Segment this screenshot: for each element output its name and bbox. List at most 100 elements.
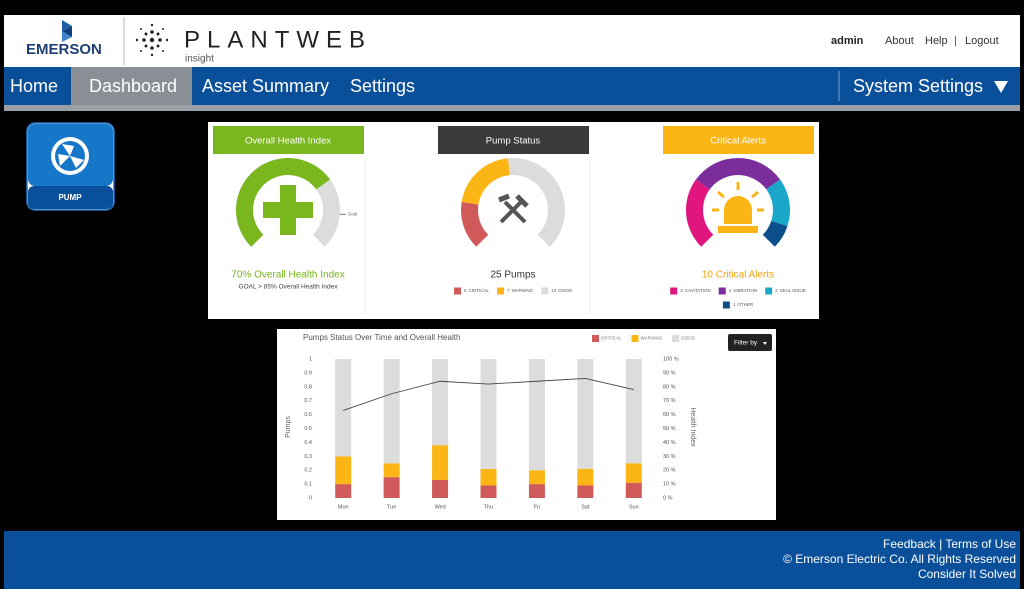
bar-segment xyxy=(480,485,497,498)
y-tick-label: 0.2 xyxy=(304,468,312,474)
icon-dot xyxy=(144,32,148,36)
siren-icon xyxy=(718,226,758,233)
footer xyxy=(4,531,1020,589)
y-tick-label: 0.7 xyxy=(304,398,312,404)
icon-dot xyxy=(156,32,160,36)
filter-button[interactable] xyxy=(728,334,772,351)
gauge-segment xyxy=(686,179,714,247)
card-header xyxy=(213,126,364,154)
plantweb-icon xyxy=(135,23,169,57)
gauge-segment xyxy=(695,157,781,190)
about-link[interactable]: About xyxy=(885,35,914,47)
icon-dot xyxy=(140,28,142,30)
chart-title: Pumps Status Over Time and Overall Healt… xyxy=(303,333,460,342)
help-link[interactable]: Help xyxy=(925,35,948,47)
y2-tick-label: 60 % xyxy=(663,412,676,418)
icon-dot xyxy=(158,38,162,42)
bar-segment xyxy=(480,359,497,469)
y-axis-label: Pumps xyxy=(285,416,292,438)
header xyxy=(4,15,1020,67)
nav-item[interactable]: Home xyxy=(10,76,58,96)
nav-item[interactable]: Asset Summary xyxy=(202,76,329,96)
bar-segment xyxy=(577,485,594,498)
footer-links[interactable]: Feedback | Terms of Use xyxy=(883,537,1016,551)
bar-segment xyxy=(625,359,642,464)
asset-tile[interactable]: PUMP xyxy=(26,122,115,211)
legend-swatch xyxy=(722,301,730,309)
y-tick-label: 0.8 xyxy=(304,384,312,390)
legend-swatch xyxy=(765,287,773,295)
x-tick-label: Fri xyxy=(534,504,540,510)
gauge-value xyxy=(236,157,331,247)
y2-tick-label: 80 % xyxy=(663,384,676,390)
tools-icon xyxy=(498,193,529,208)
y2-tick-label: 10 % xyxy=(663,482,676,488)
y2-tick-label: 40 % xyxy=(663,440,676,446)
y2-tick-label: 30 % xyxy=(663,454,676,460)
y2-axis-label: Health Index xyxy=(689,407,696,447)
bar-segment xyxy=(577,359,594,469)
user-name: admin xyxy=(831,35,864,47)
legend-value: 4 xyxy=(729,288,732,293)
x-tick-label: Thu xyxy=(484,504,493,510)
bar-segment xyxy=(528,470,545,485)
legend-swatch xyxy=(592,335,599,342)
legend-label: CRITICAL xyxy=(601,336,622,341)
legend-name: SEAL ISSUE xyxy=(780,288,806,293)
icon-dot xyxy=(144,44,148,48)
health-line xyxy=(343,378,634,411)
legend-value: 2 xyxy=(775,288,778,293)
legend-swatch xyxy=(670,287,678,295)
goal-label: Goal xyxy=(348,212,358,217)
legend-name: VIBRATION xyxy=(733,288,757,293)
legend-value: 1 xyxy=(733,302,736,307)
bar-segment xyxy=(577,468,594,486)
gauge-segment xyxy=(766,179,790,227)
dropdown-arrow[interactable] xyxy=(994,81,1008,93)
card-title: Pump Status xyxy=(486,136,541,147)
filter-button-label[interactable]: Filter by xyxy=(734,340,758,347)
legend-swatch xyxy=(497,287,505,295)
footer-tagline: Consider It Solved xyxy=(918,567,1016,581)
gauge-segment xyxy=(508,158,565,247)
nav-item[interactable]: Settings xyxy=(350,76,415,96)
asset-label: PUMP xyxy=(58,193,82,202)
legend-swatch xyxy=(454,287,462,295)
bar-segment xyxy=(432,445,449,480)
icon-dot xyxy=(140,50,142,52)
nav-items: Home Dashboard Asset Summary Settings xyxy=(10,67,415,105)
nav-item[interactable]: Dashboard xyxy=(89,76,177,96)
y-tick-label: 0.1 xyxy=(304,482,312,488)
legend-swatch xyxy=(541,287,549,295)
card-subline: GOAL > 85% Overall Health Index xyxy=(239,284,339,291)
card-header xyxy=(663,126,814,154)
y2-tick-label: 100 % xyxy=(663,356,679,362)
brand: EMERSON xyxy=(26,41,102,58)
chart: 00.10.20.30.40.50.60.70.80.910 %10 %20 %… xyxy=(304,335,696,510)
logout-link[interactable]: Logout xyxy=(965,35,999,47)
legend-value: 7 xyxy=(507,288,510,293)
bar-segment xyxy=(335,359,352,457)
product: PLANTWEB xyxy=(184,26,372,53)
icon-dot xyxy=(162,50,164,52)
legend-label: GOOD xyxy=(681,336,696,341)
chart-panel xyxy=(277,329,776,520)
legend-swatch xyxy=(718,287,726,295)
icon-dot xyxy=(162,28,164,30)
y-tick-label: 0.9 xyxy=(304,370,312,376)
icon-dot xyxy=(149,37,155,43)
legend-name: GOOD xyxy=(558,288,573,293)
bar-segment xyxy=(383,463,400,478)
emerson-logo-icon xyxy=(62,20,72,42)
icon-dot xyxy=(150,30,154,34)
card-headline: 25 Pumps xyxy=(490,270,535,281)
x-tick-label: Sun xyxy=(629,504,639,510)
filter-caret[interactable] xyxy=(763,342,767,345)
bar-segment xyxy=(625,463,642,483)
tools-icon xyxy=(499,198,527,224)
cards-panel xyxy=(208,122,819,319)
y2-tick-label: 50 % xyxy=(663,426,676,432)
system-settings[interactable]: System Settings xyxy=(853,76,983,96)
legend-swatch xyxy=(672,335,680,342)
icon-dot xyxy=(150,23,154,27)
